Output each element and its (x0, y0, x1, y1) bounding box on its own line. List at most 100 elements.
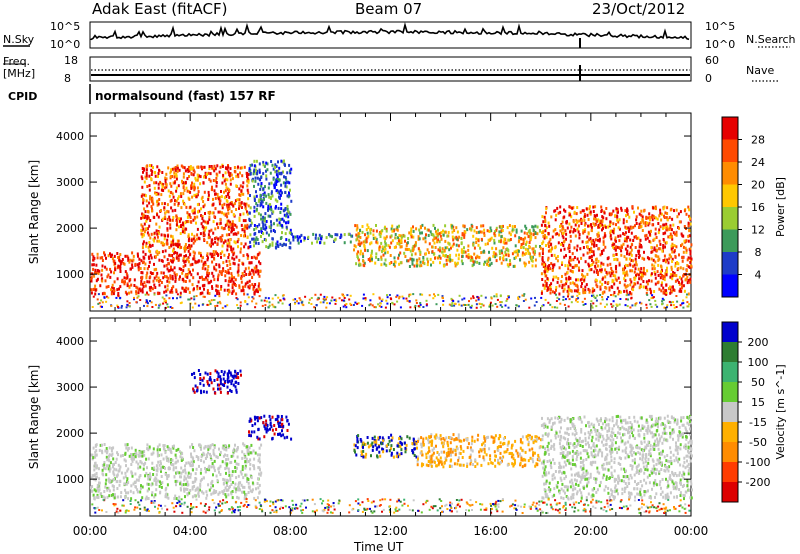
range-cell (403, 251, 406, 255)
range-cell (681, 302, 684, 305)
range-cell (96, 483, 99, 487)
range-cell (415, 227, 418, 231)
range-cell (189, 472, 192, 476)
range-cell (182, 186, 185, 190)
range-cell (490, 297, 493, 300)
range-cell (687, 256, 690, 260)
range-cell (430, 263, 432, 267)
range-cell (588, 238, 591, 242)
range-cell (618, 281, 621, 285)
range-cell (174, 276, 177, 279)
range-cell (234, 199, 237, 203)
range-cell (155, 488, 158, 492)
range-cell (133, 278, 136, 282)
range-cell (364, 248, 367, 252)
range-cell (612, 209, 615, 213)
range-cell (582, 209, 585, 213)
range-cell (400, 245, 403, 249)
range-cell (177, 195, 180, 199)
range-cell (258, 287, 261, 291)
range-cell (171, 218, 174, 222)
range-cell (290, 232, 293, 236)
range-cell (348, 298, 351, 301)
range-cell (201, 291, 204, 295)
range-cell (676, 215, 679, 219)
range-cell (124, 290, 127, 294)
range-cell (285, 238, 288, 242)
range-cell (249, 206, 252, 210)
nsky-frame (89, 21, 692, 49)
range-cell (284, 176, 287, 179)
range-cell (192, 468, 194, 472)
range-cell (323, 241, 326, 245)
range-cell (507, 306, 510, 309)
range-cell (577, 230, 580, 234)
range-cell (685, 269, 688, 273)
range-cell (288, 231, 291, 235)
range-cell (217, 253, 219, 257)
range-cell (141, 271, 144, 275)
range-cell (180, 301, 183, 304)
range-cell (139, 267, 142, 270)
range-cell (186, 168, 189, 171)
range-cell (101, 292, 104, 296)
range-cell (488, 239, 491, 242)
range-cell (142, 213, 145, 217)
range-cell (247, 197, 250, 201)
range-cell (274, 181, 277, 185)
range-cell (176, 251, 179, 255)
range-cell (216, 222, 218, 226)
range-cell (582, 253, 585, 257)
range-cell (119, 495, 122, 499)
range-cell (209, 452, 211, 456)
range-cell (300, 239, 302, 243)
range-cell (186, 275, 189, 279)
range-cell (509, 238, 512, 241)
range-cell (329, 234, 332, 238)
range-cell (315, 304, 318, 307)
range-cell (208, 167, 211, 171)
range-cell (255, 289, 258, 293)
range-cell (219, 450, 222, 454)
range-cell (538, 254, 541, 258)
range-cell (413, 244, 416, 248)
range-cell (625, 294, 628, 297)
range-cell (255, 226, 258, 230)
range-cell (202, 181, 205, 185)
range-cell (475, 303, 478, 306)
range-cell (214, 305, 217, 307)
range-cell (228, 276, 231, 280)
range-cell (124, 280, 126, 284)
range-cell (641, 229, 644, 232)
range-cell (97, 302, 100, 305)
range-cell (249, 194, 251, 197)
range-cell (432, 233, 435, 237)
range-cell (251, 163, 253, 167)
range-cell (156, 454, 159, 458)
range-cell (229, 202, 232, 205)
range-cell (499, 240, 502, 244)
range-cell (172, 239, 175, 243)
range-cell (113, 493, 116, 497)
range-cell (251, 283, 254, 287)
range-cell (241, 166, 244, 170)
range-cell (362, 255, 365, 259)
range-cell (222, 482, 225, 486)
range-cell (117, 463, 120, 467)
range-cell (257, 290, 259, 294)
range-cell (500, 235, 503, 239)
range-cell (435, 230, 437, 234)
range-cell (472, 243, 475, 247)
range-cell (433, 241, 436, 245)
range-cell (625, 219, 628, 223)
range-cell (624, 285, 627, 289)
range-cell (182, 181, 185, 185)
range-cell (562, 244, 565, 247)
range-cell (165, 294, 168, 297)
range-cell (90, 288, 93, 292)
range-cell (197, 456, 200, 460)
range-cell (541, 290, 543, 294)
range-cell (231, 374, 234, 378)
range-cell (280, 202, 283, 206)
range-cell (655, 207, 657, 211)
